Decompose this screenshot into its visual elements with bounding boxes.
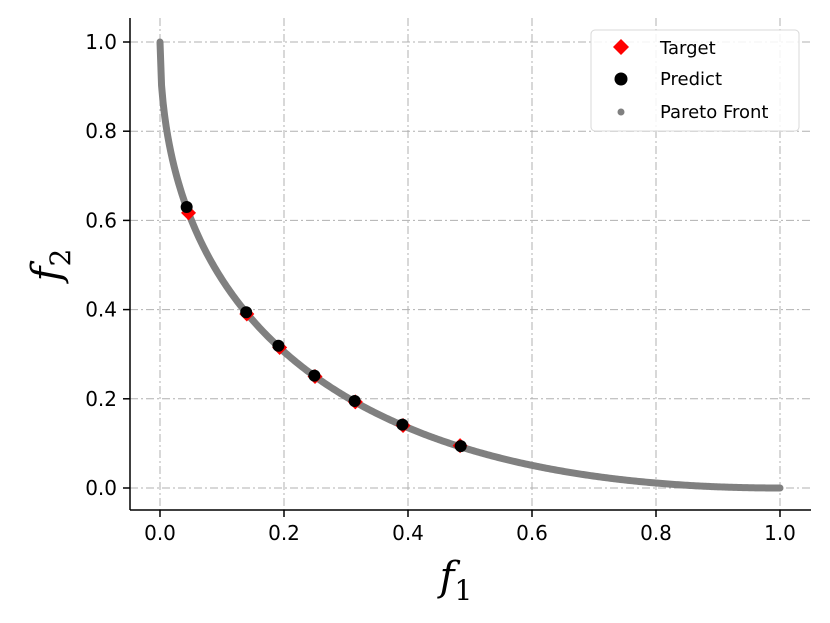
predict-point [272, 339, 285, 352]
predict-point [308, 369, 321, 382]
y-tick-label: 0.4 [85, 298, 117, 322]
pareto-front-series [156, 38, 784, 492]
x-axis-label: f1 [437, 554, 473, 607]
target-series [181, 205, 468, 454]
x-tick-label: 0.8 [640, 521, 672, 545]
legend-predict-label: Predict [660, 69, 722, 90]
predict-point [396, 418, 409, 431]
x-axis-label-sub: 1 [454, 574, 472, 607]
y-tick-label: 0.2 [85, 387, 117, 411]
predict-point [180, 201, 193, 214]
y-ticks: 0.0 0.2 0.4 0.6 0.8 1.0 [85, 30, 130, 500]
axes [129, 18, 811, 511]
y-tick-label: 1.0 [85, 30, 117, 54]
predict-point [454, 440, 467, 453]
x-tick-label: 1.0 [764, 521, 796, 545]
pareto-front-curve [156, 38, 784, 492]
y-tick-label: 0.0 [85, 476, 117, 500]
legend-target-marker [613, 39, 629, 55]
legend: Target Predict Pareto Front [590, 29, 800, 132]
legend-predict-marker [614, 72, 628, 86]
legend-frame [590, 29, 800, 132]
legend-target-label: Target [659, 38, 716, 59]
legend-pareto-label: Pareto Front [660, 102, 768, 123]
y-axis-label: f2 [24, 249, 77, 285]
x-tick-label: 0.4 [392, 521, 424, 545]
y-tick-label: 0.8 [85, 119, 117, 143]
y-axis-label-sub: 2 [44, 249, 77, 267]
x-ticks: 0.0 0.2 0.4 0.6 0.8 1.0 [144, 510, 796, 545]
x-tick-label: 0.0 [144, 521, 176, 545]
x-tick-label: 0.2 [268, 521, 300, 545]
x-tick-label: 0.6 [516, 521, 548, 545]
predict-point [348, 395, 361, 408]
predict-series [180, 201, 467, 453]
predict-point [240, 306, 253, 319]
legend-pareto-marker [617, 108, 625, 116]
y-tick-label: 0.6 [85, 208, 117, 232]
